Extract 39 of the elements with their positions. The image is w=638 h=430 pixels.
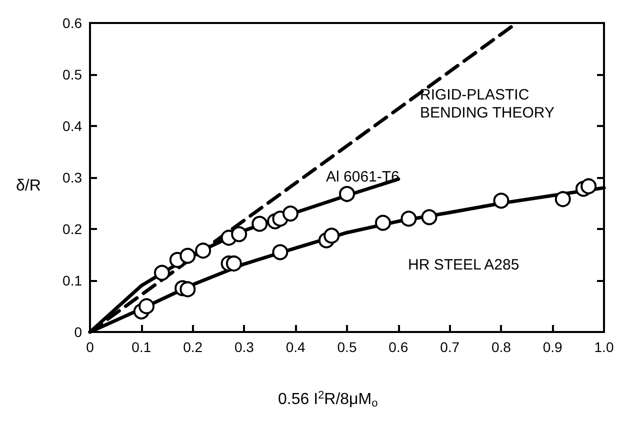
point — [138, 298, 155, 314]
point — [580, 178, 597, 194]
point — [554, 191, 571, 208]
point — [374, 214, 391, 231]
point — [272, 244, 288, 260]
x-tick-label: 1.0 — [594, 339, 614, 355]
point — [324, 228, 340, 244]
point — [252, 216, 268, 232]
series-label: RIGID-PLASTIC BENDING THEORY — [420, 86, 554, 122]
x-tick-label: 0.4 — [286, 339, 306, 355]
y-axis-title: δ/R — [16, 178, 41, 194]
x-tick-label: 0.7 — [440, 339, 460, 355]
point — [400, 210, 417, 227]
text: HR STEEL A285 — [408, 256, 520, 274]
x-tick-label: 0.1 — [132, 339, 152, 355]
x-tick-label: 0 — [86, 339, 94, 355]
y-tick-label: 0 — [74, 324, 82, 340]
x-tick-label: 0.2 — [183, 339, 203, 355]
point — [493, 192, 510, 209]
x-tick-label: 0.8 — [491, 339, 512, 355]
point — [195, 242, 212, 259]
x-tick-label: 0.6 — [388, 339, 408, 355]
y-tick-label: 0.4 — [62, 118, 82, 134]
x-tick-label: 0.5 — [337, 339, 357, 355]
x-tick-label: 0.3 — [234, 339, 254, 355]
y-tick-label: 0.1 — [62, 272, 82, 288]
point — [421, 209, 438, 226]
point — [339, 186, 355, 202]
point — [154, 264, 170, 281]
x-tick-label: 0.9 — [542, 339, 563, 355]
point — [226, 256, 242, 272]
y-tick-label: 0.2 — [62, 221, 82, 237]
y-tick-label: 0.3 — [62, 170, 82, 186]
point — [180, 281, 196, 298]
y-tick-label: 0.5 — [62, 66, 82, 82]
point — [282, 206, 298, 222]
y-tick-label: 0.6 — [62, 15, 82, 31]
point — [180, 248, 196, 264]
point — [231, 226, 248, 242]
